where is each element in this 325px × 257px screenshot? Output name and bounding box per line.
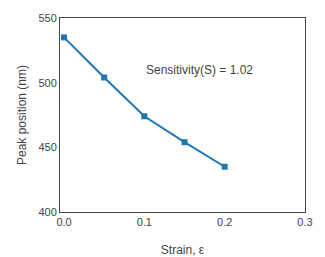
svg-text:0.0: 0.0	[56, 216, 71, 228]
svg-text:550: 550	[38, 12, 56, 24]
svg-text:Peak position (nm): Peak position (nm)	[15, 65, 29, 165]
svg-text:400: 400	[38, 206, 56, 218]
svg-text:Sensitivity(S) = 1.02: Sensitivity(S) = 1.02	[146, 63, 253, 77]
svg-text:0.1: 0.1	[137, 216, 152, 228]
svg-text:0.2: 0.2	[217, 216, 232, 228]
svg-text:0.3: 0.3	[297, 216, 312, 228]
svg-text:Strain, ε: Strain, ε	[161, 243, 205, 257]
svg-text:450: 450	[38, 141, 56, 153]
svg-text:500: 500	[38, 77, 56, 89]
